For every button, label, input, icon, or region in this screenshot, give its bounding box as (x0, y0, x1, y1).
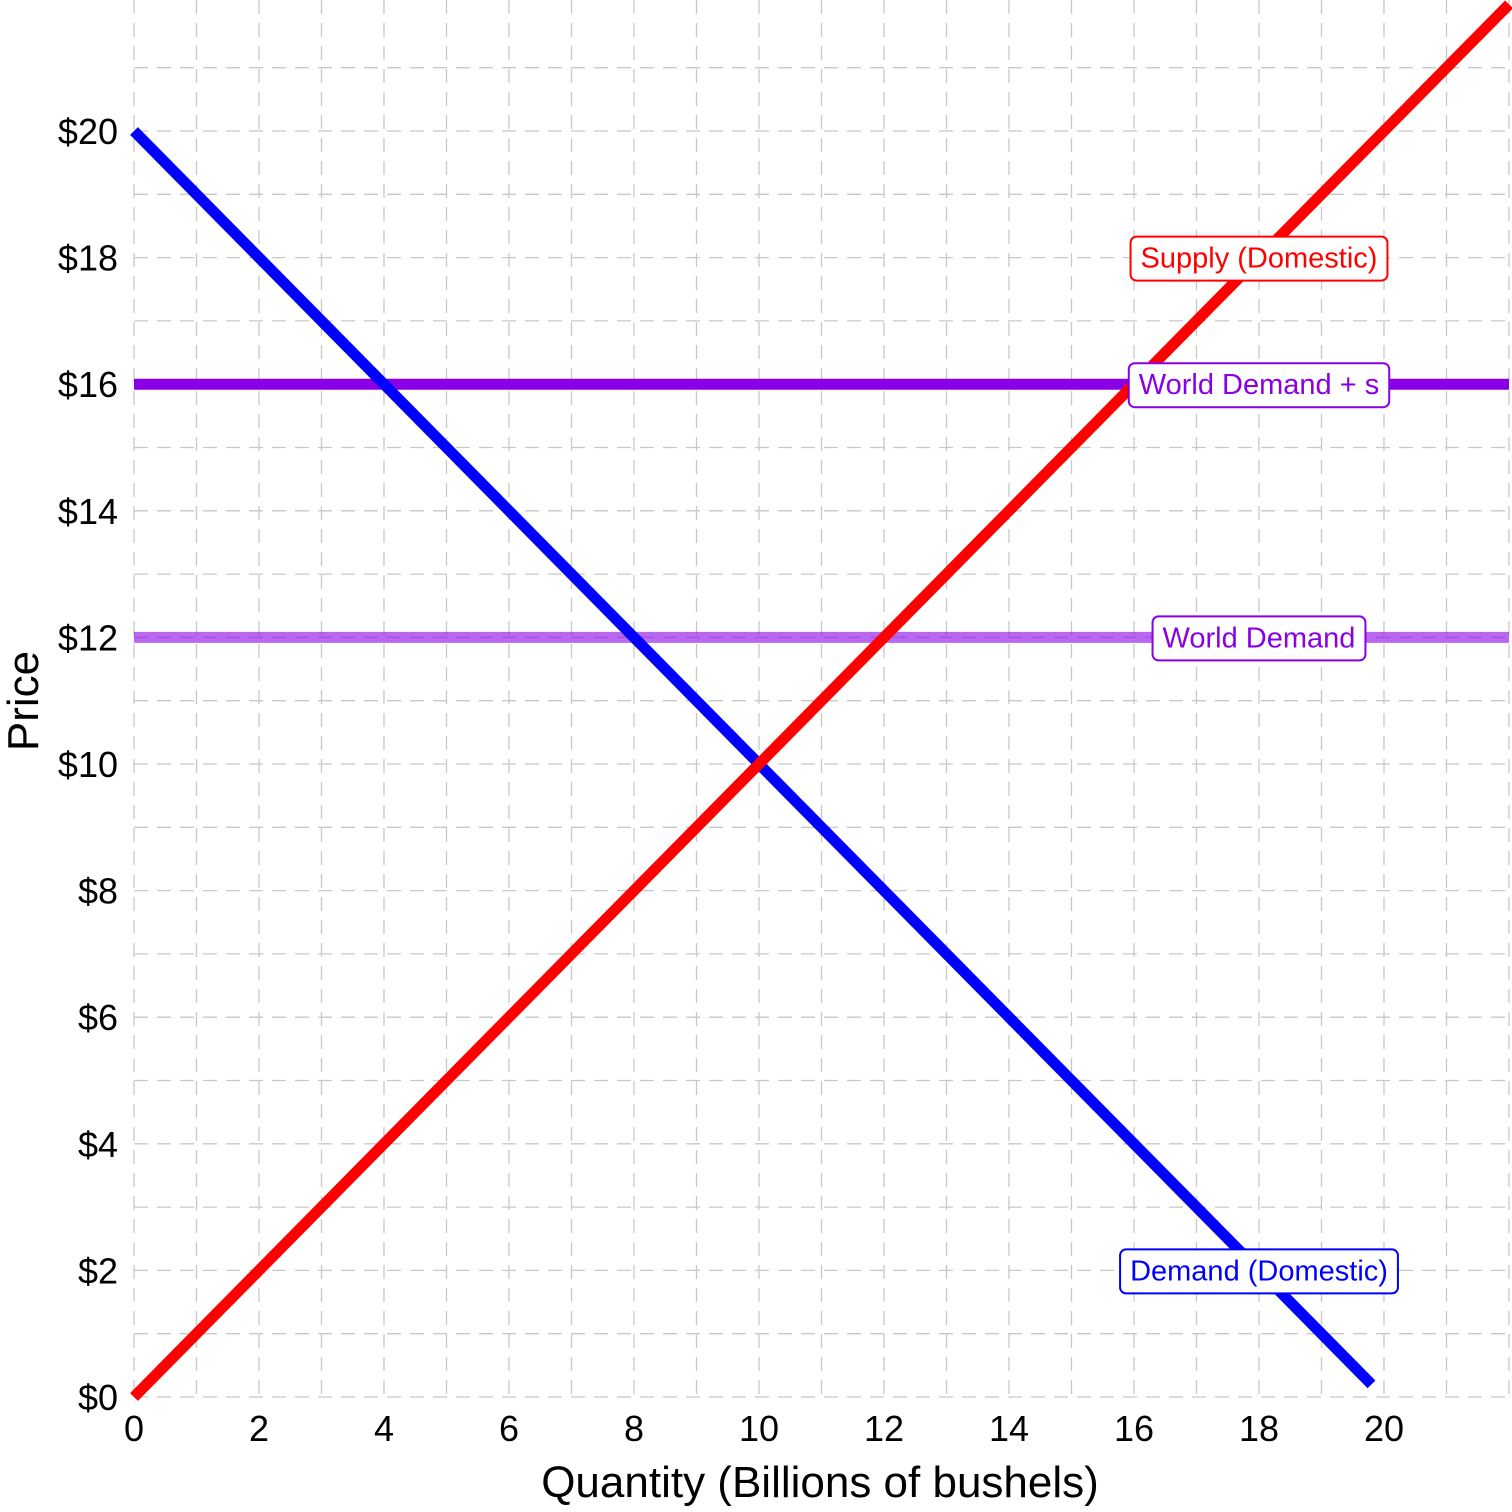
y-tick-label: $18 (58, 238, 118, 279)
series-label-text: World Demand (1163, 622, 1356, 654)
series-labels: Supply (Domestic) Demand (Domestic) World … (1119, 235, 1399, 1295)
y-tick-label: $16 (58, 364, 118, 405)
x-tick-label: 8 (624, 1408, 644, 1449)
series-label-box (1129, 235, 1389, 282)
x-tick-label: 18 (1239, 1408, 1279, 1449)
x-tick-label: 6 (499, 1408, 519, 1449)
series-label-world-demand: World Demand (1151, 615, 1367, 662)
x-tick-label: 20 (1364, 1408, 1404, 1449)
x-tick-label: 14 (989, 1408, 1029, 1449)
x-tick-label: 0 (124, 1408, 144, 1449)
series-label-text: Supply (Domestic) (1141, 243, 1378, 275)
y-tick-label: $8 (78, 871, 118, 912)
series-label-box (1151, 615, 1367, 662)
y-tick-label: $12 (58, 617, 118, 658)
series-line-demand-domestic (130, 127, 1376, 1389)
x-tick-label: 4 (374, 1408, 394, 1449)
series-label-demand-domestic: Demand (Domestic) (1119, 1248, 1399, 1295)
series-label-supply-domestic: Supply (Domestic) (1129, 235, 1389, 282)
x-axis-title: Quantity (Billions of bushels) (541, 1458, 1099, 1507)
series-label-world-demand-s: World Demand + s (1127, 362, 1391, 409)
tick-labels: 0 2 4 6 8 10 12 14 16 18 20 $0 $2 $4 $6 $8 $10 $12 $14 $16 $… (58, 111, 1404, 1449)
y-tick-label: $20 (58, 111, 118, 152)
y-tick-label: $14 (58, 491, 118, 532)
y-tick-label: $4 (78, 1124, 118, 1165)
y-tick-label: $2 (78, 1250, 118, 1291)
y-tick-label: $0 (78, 1377, 118, 1418)
x-tick-label: 16 (1114, 1408, 1154, 1449)
series-label-box (1127, 362, 1391, 409)
y-tick-label: $6 (78, 997, 118, 1038)
y-axis-title: Price (0, 651, 48, 751)
series-label-text: World Demand + s (1139, 369, 1379, 401)
y-tick-label: $10 (58, 744, 118, 785)
series-label-box (1119, 1248, 1399, 1295)
gridlines (133, 0, 1510, 1398)
x-tick-label: 12 (864, 1408, 904, 1449)
x-tick-label: 10 (739, 1408, 779, 1449)
series-label-text: Demand (Domestic) (1130, 1255, 1388, 1287)
x-tick-label: 2 (249, 1408, 269, 1449)
